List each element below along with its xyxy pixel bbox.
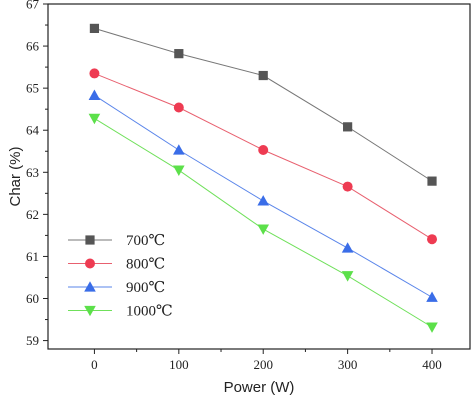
y-tick-label: 60 [26, 291, 39, 306]
x-tick-label: 300 [338, 357, 358, 372]
legend-item: 1000℃ [68, 304, 173, 320]
data-point [258, 70, 268, 81]
legend-item: 900℃ [68, 280, 165, 296]
series-2 [89, 68, 438, 245]
x-tick-label: 100 [169, 357, 189, 372]
x-axis: 0 100 200 300 400 [91, 349, 442, 372]
data-point [341, 242, 354, 253]
y-tick-label: 67 [26, 0, 40, 12]
legend-item: 800℃ [68, 257, 165, 273]
x-axis-title: Power (W) [224, 379, 295, 396]
series-line [94, 27, 433, 182]
y-tick-label: 64 [26, 123, 40, 138]
series-1 [89, 23, 437, 186]
data-point [89, 23, 100, 34]
data-point [343, 122, 353, 132]
y-axis: 59 60 61 62 63 64 65 66 67 [26, 0, 48, 348]
y-tick-label: 63 [26, 165, 39, 180]
series-4 [88, 113, 438, 333]
legend-marker [85, 258, 95, 269]
series-layer [88, 23, 438, 333]
data-point [174, 49, 184, 59]
data-point [427, 176, 437, 186]
legend-marker [84, 305, 96, 317]
data-point [258, 144, 269, 155]
legend-marker [84, 281, 96, 292]
y-tick-label: 59 [26, 333, 39, 348]
x-tick-label: 0 [91, 357, 98, 372]
data-point [257, 224, 270, 235]
data-point [341, 271, 354, 282]
legend-label: 1000℃ [126, 304, 173, 320]
data-point [426, 291, 438, 302]
x-tick-label: 400 [422, 357, 442, 372]
y-tick-label: 66 [26, 39, 40, 54]
legend-label: 800℃ [126, 257, 165, 273]
data-point [173, 102, 184, 113]
data-point [342, 181, 353, 192]
data-point [426, 322, 438, 333]
plot-border [47, 3, 471, 350]
y-axis-title: Char (%) [7, 146, 24, 206]
x-tick-label: 200 [253, 357, 273, 372]
series-line [94, 72, 433, 240]
series-3 [88, 89, 438, 302]
data-point [88, 89, 101, 100]
legend-item: 700℃ [68, 233, 165, 249]
data-point [257, 195, 270, 206]
data-point [427, 234, 438, 245]
plot-frame [47, 3, 471, 350]
y-tick-label: 61 [26, 249, 39, 264]
data-point [89, 68, 100, 79]
y-tick-label: 62 [26, 207, 39, 222]
legend: 700℃ 800℃ 900℃ 1000℃ [68, 233, 173, 320]
data-point [88, 113, 101, 125]
data-point [173, 144, 185, 155]
legend-marker [85, 235, 95, 245]
legend-label: 700℃ [126, 233, 165, 249]
data-point [173, 165, 185, 176]
y-tick-label: 65 [26, 81, 39, 96]
legend-label: 900℃ [126, 280, 165, 296]
